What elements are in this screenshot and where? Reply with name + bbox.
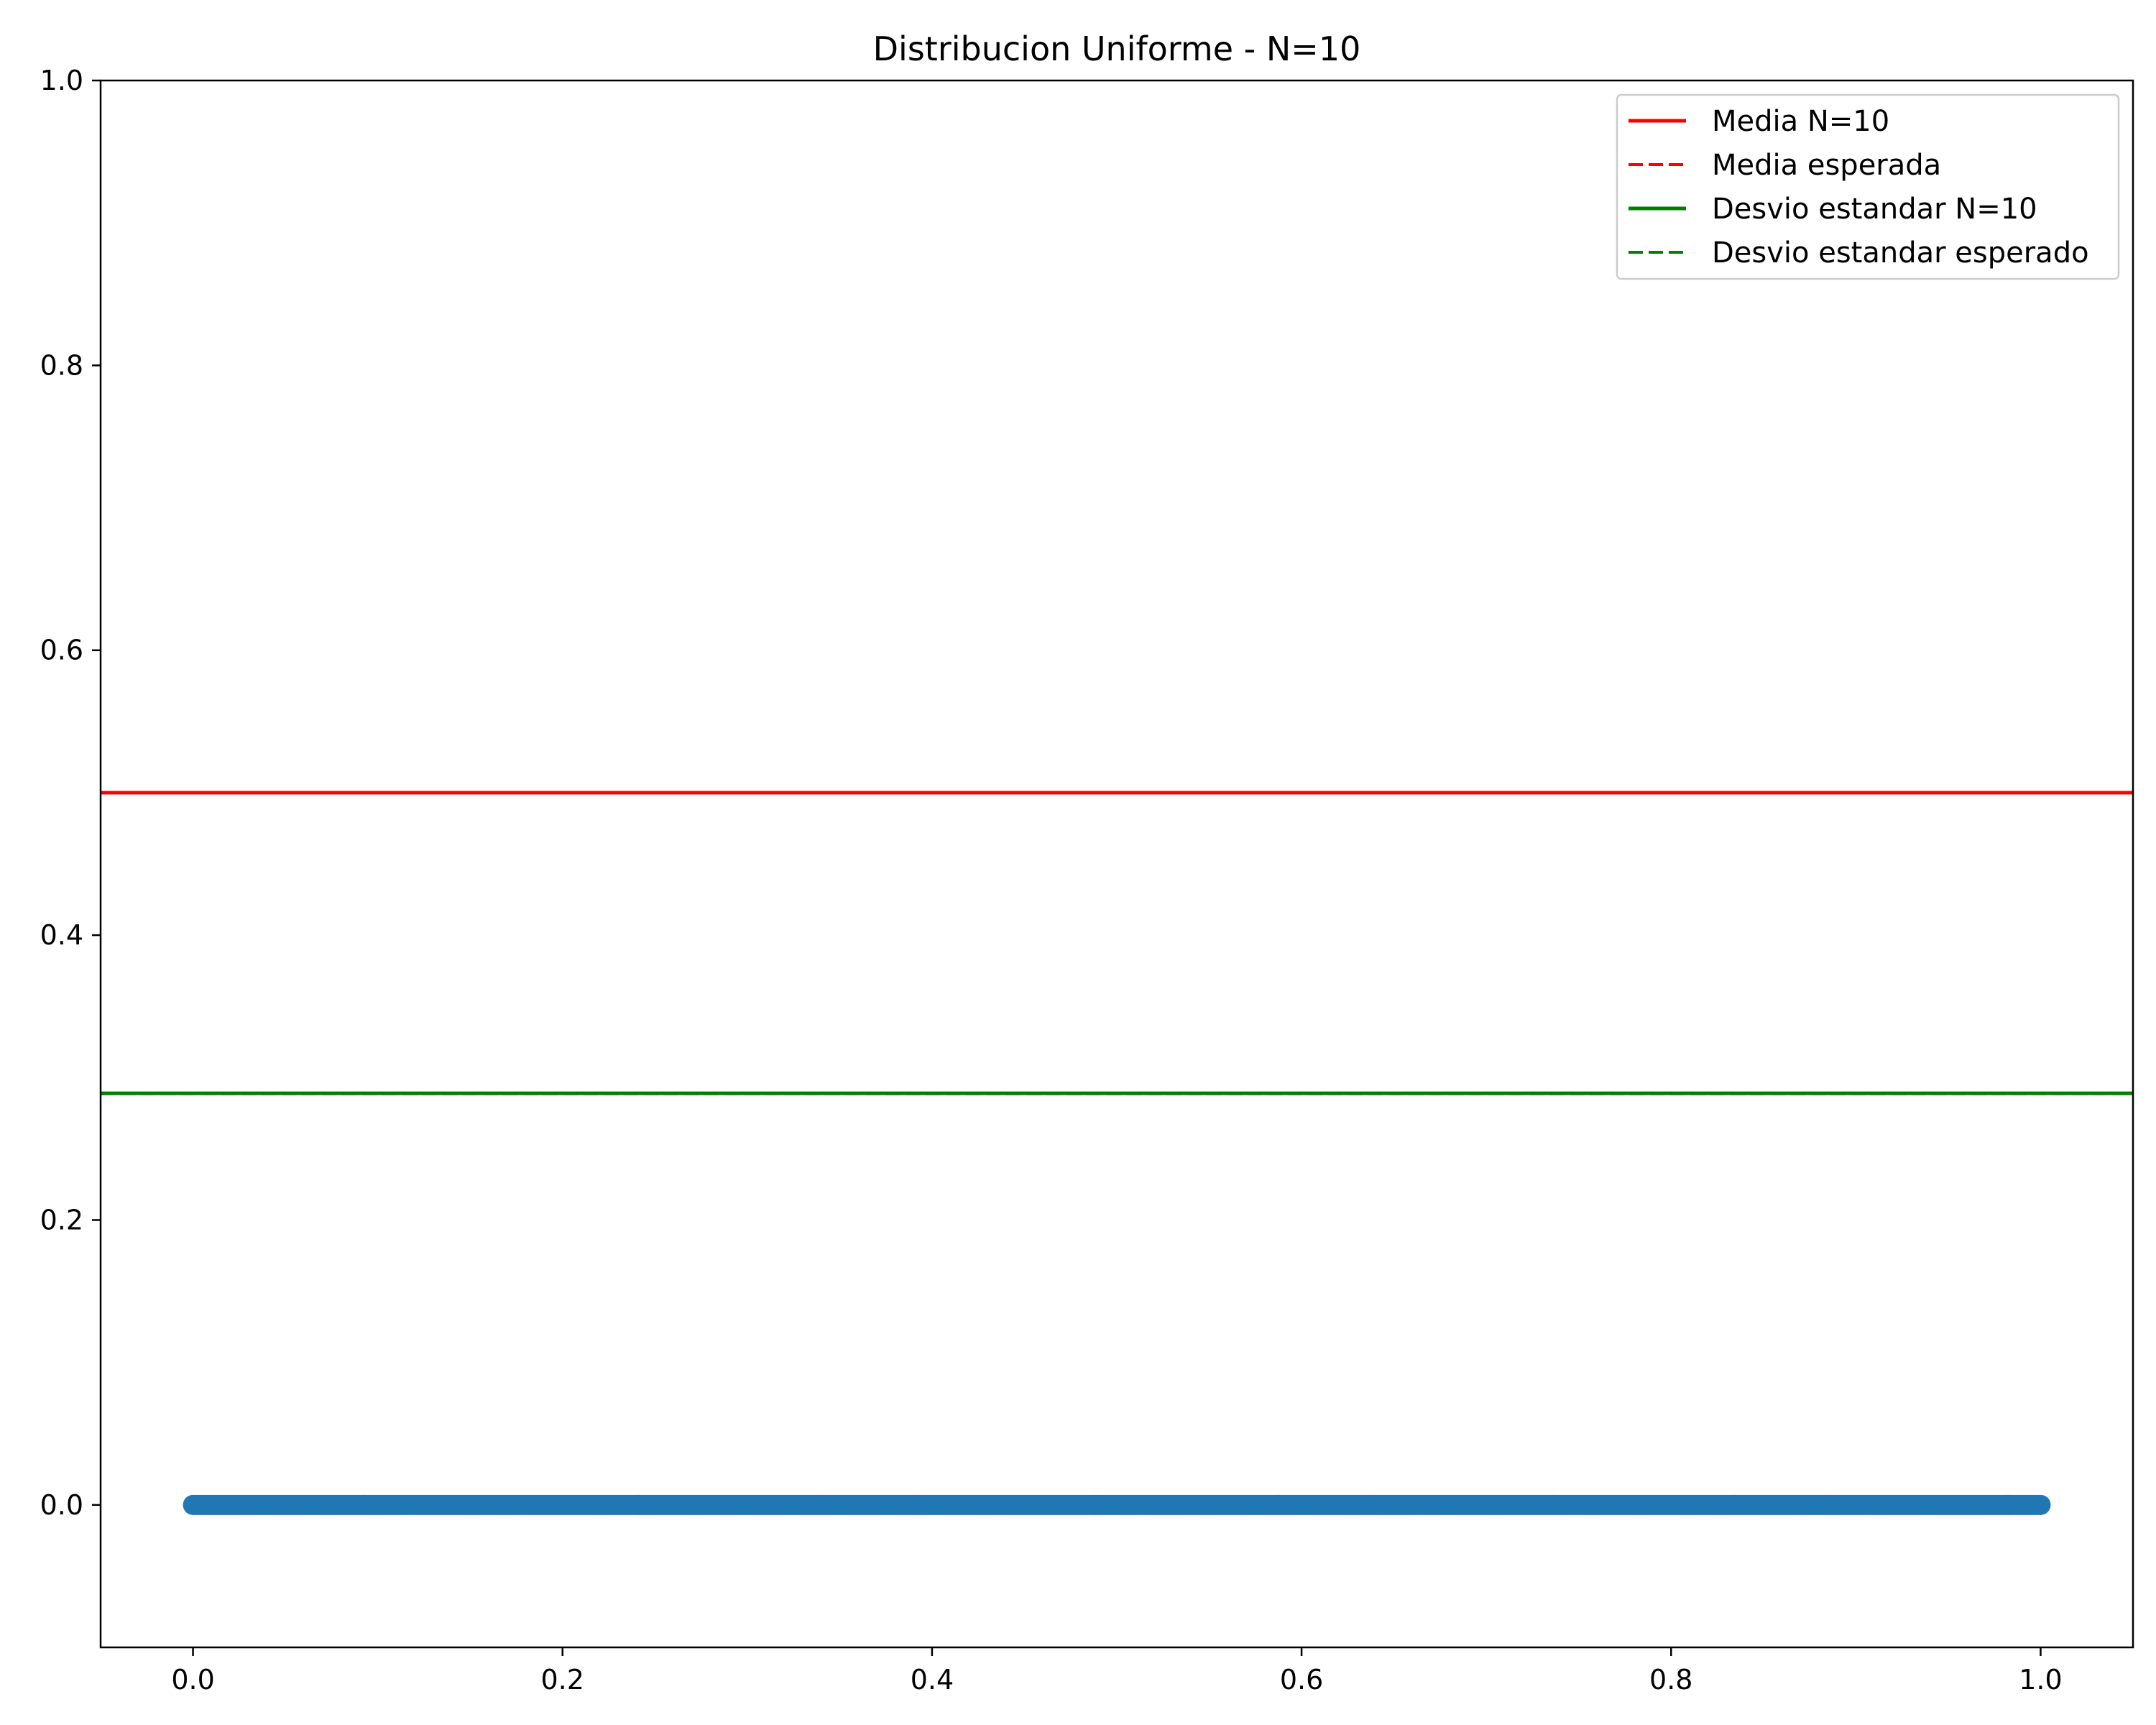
axes: 0.0 0.2 0.4 0.6 0.8 1.0 0.0 0.2 0.4 0.6 0.8 1.0	[40, 65, 2134, 1696]
y-tick-label: 0.8	[40, 349, 83, 381]
chart-title: Distribucion Uniforme - N=10	[873, 29, 1361, 68]
plot-area	[101, 80, 2133, 1647]
plot-background	[101, 80, 2133, 1647]
scatter-point	[2030, 1494, 2051, 1515]
y-tick-label: 0.6	[40, 635, 83, 666]
x-tick-label: 1.0	[2019, 1664, 2062, 1696]
legend-label-2: Media esperada	[1712, 149, 1941, 182]
reference-lines	[101, 791, 2133, 1095]
x-tick-label: 0.8	[1649, 1664, 1692, 1696]
legend: Media N=10 Media esperada Desvio estandar …	[1616, 93, 2120, 280]
y-tick-label: 1.0	[40, 65, 83, 96]
legend-box	[1616, 93, 2120, 280]
legend-label-4: Desvio estandar esperado	[1712, 236, 2089, 270]
x-tick-label: 0.0	[171, 1664, 214, 1696]
x-tick-label: 0.4	[911, 1664, 954, 1696]
scatter-points	[183, 1494, 2051, 1515]
x-tick-label: 0.6	[1280, 1664, 1323, 1696]
legend-label-1: Media N=10	[1712, 105, 1889, 138]
y-tick-label: 0.4	[40, 919, 83, 951]
x-tick-label: 0.2	[541, 1664, 584, 1696]
y-tick-label: 0.2	[40, 1204, 83, 1236]
legend-label-3: Desvio estandar N=10	[1712, 193, 2037, 226]
axes-frame	[99, 79, 2134, 1649]
y-tick-label: 0.0	[40, 1489, 83, 1521]
